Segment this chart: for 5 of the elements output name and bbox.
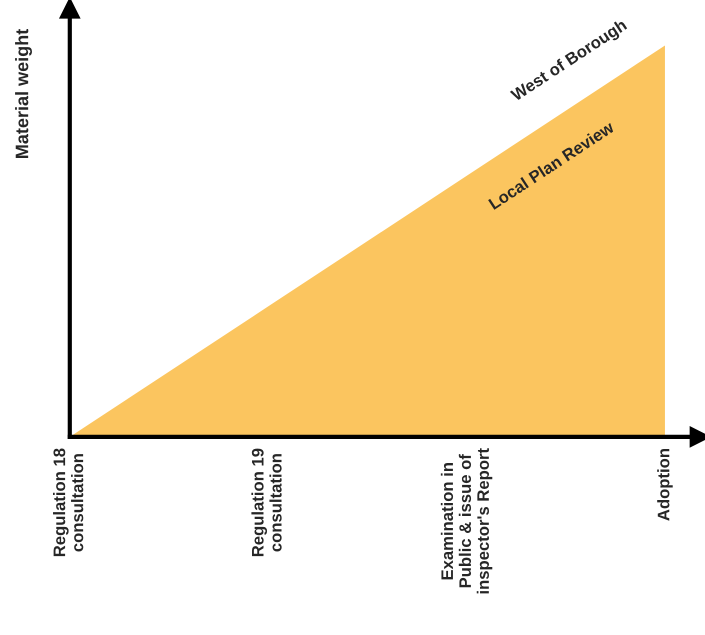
x-tick-label: Regulation 19 consultation: [251, 448, 282, 556]
x-tick-label: Regulation 18 consultation: [53, 448, 84, 556]
x-tick-label: Adoption: [657, 449, 673, 521]
y-axis-title: Material weight: [15, 28, 32, 158]
x-tick-label: Examination in Public & issue of inspector's Report: [440, 448, 492, 594]
